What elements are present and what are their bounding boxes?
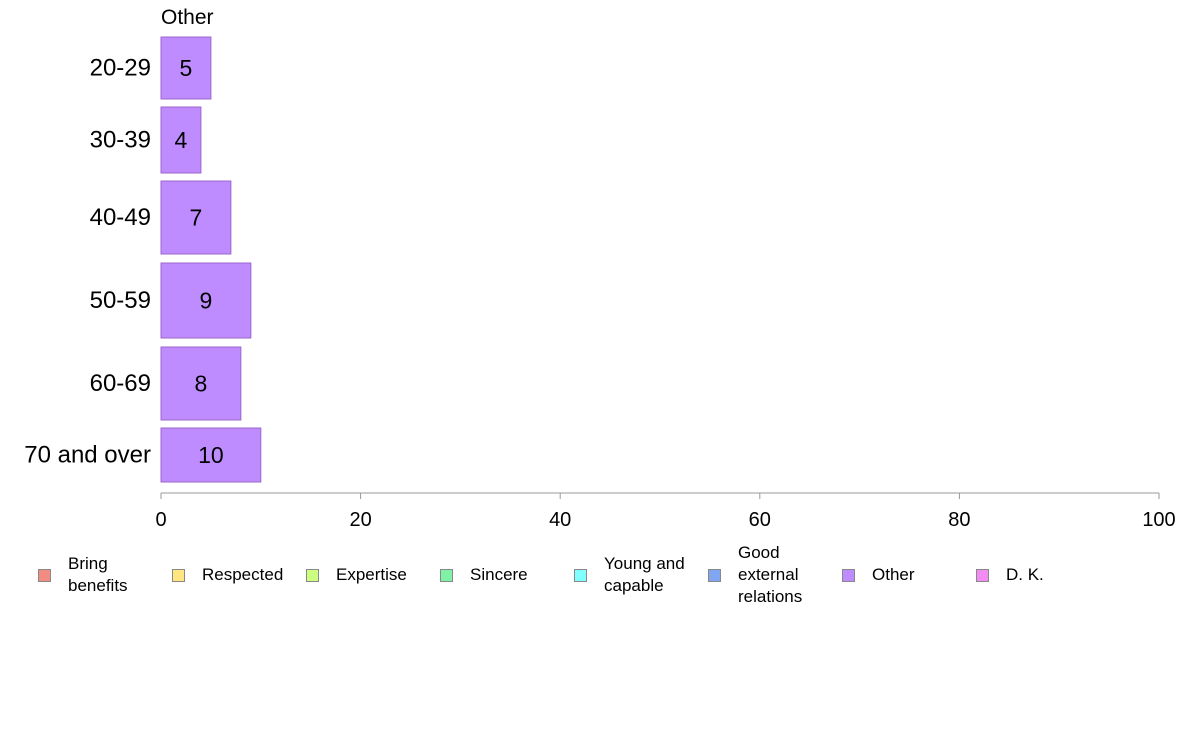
legend-swatch (842, 568, 855, 582)
legend-item: Young and capable (574, 540, 704, 610)
legend-swatch (440, 568, 453, 582)
data-label: 7 (190, 205, 203, 231)
legend-swatch (38, 568, 51, 582)
data-label: 5 (180, 55, 193, 81)
chart-title: Other (161, 6, 214, 29)
legend-item: Good external relations (708, 540, 813, 610)
x-tick-label: 60 (749, 509, 771, 531)
x-tick-label: 40 (549, 509, 571, 531)
legend-label: Respected (202, 565, 284, 584)
legend-swatch (306, 568, 319, 582)
bar-60-69 (160, 346, 242, 421)
legend-item: Respected (172, 540, 312, 610)
legend-label: Good external relations (738, 543, 803, 606)
data-label: 9 (200, 288, 213, 314)
legend-item: D. K. (976, 540, 1116, 610)
data-label: 10 (198, 442, 224, 468)
category-label: 30-39 (90, 127, 151, 154)
data-label: 8 (195, 371, 208, 397)
x-tick-label: 20 (349, 509, 371, 531)
legend-item: Bring benefits (38, 540, 138, 610)
bar-20-29 (160, 36, 212, 100)
category-label: 20-29 (90, 55, 151, 82)
legend-item: Expertise (306, 540, 446, 610)
x-tick-label: 0 (155, 509, 166, 531)
category-label: 50-59 (90, 287, 151, 314)
legend-swatch (976, 568, 989, 582)
legend-item: Sincere (440, 540, 580, 610)
data-label: 4 (175, 127, 188, 153)
bar-50-59 (160, 262, 252, 339)
category-label: 40-49 (90, 204, 151, 231)
legend-item: Other (842, 540, 982, 610)
bar-40-49 (160, 180, 232, 255)
legend: Bring benefits Respected Expertise Sincere Y… (38, 540, 1148, 610)
legend-swatch (574, 568, 587, 582)
x-tick-label: 100 (1142, 509, 1175, 531)
bar-30-39 (160, 106, 202, 174)
legend-label: Expertise (336, 565, 407, 584)
legend-swatch (172, 568, 185, 582)
category-label: 60-69 (90, 370, 151, 397)
legend-label: Bring benefits (68, 554, 128, 595)
legend-label: D. K. (1006, 565, 1044, 584)
legend-label: Sincere (470, 565, 528, 584)
legend-label: Other (872, 565, 915, 584)
legend-label: Young and capable (604, 554, 685, 595)
x-tick-label: 80 (948, 509, 970, 531)
bar-70-and-over (160, 427, 262, 483)
legend-swatch (708, 568, 721, 582)
category-label: 70 and over (24, 442, 151, 469)
